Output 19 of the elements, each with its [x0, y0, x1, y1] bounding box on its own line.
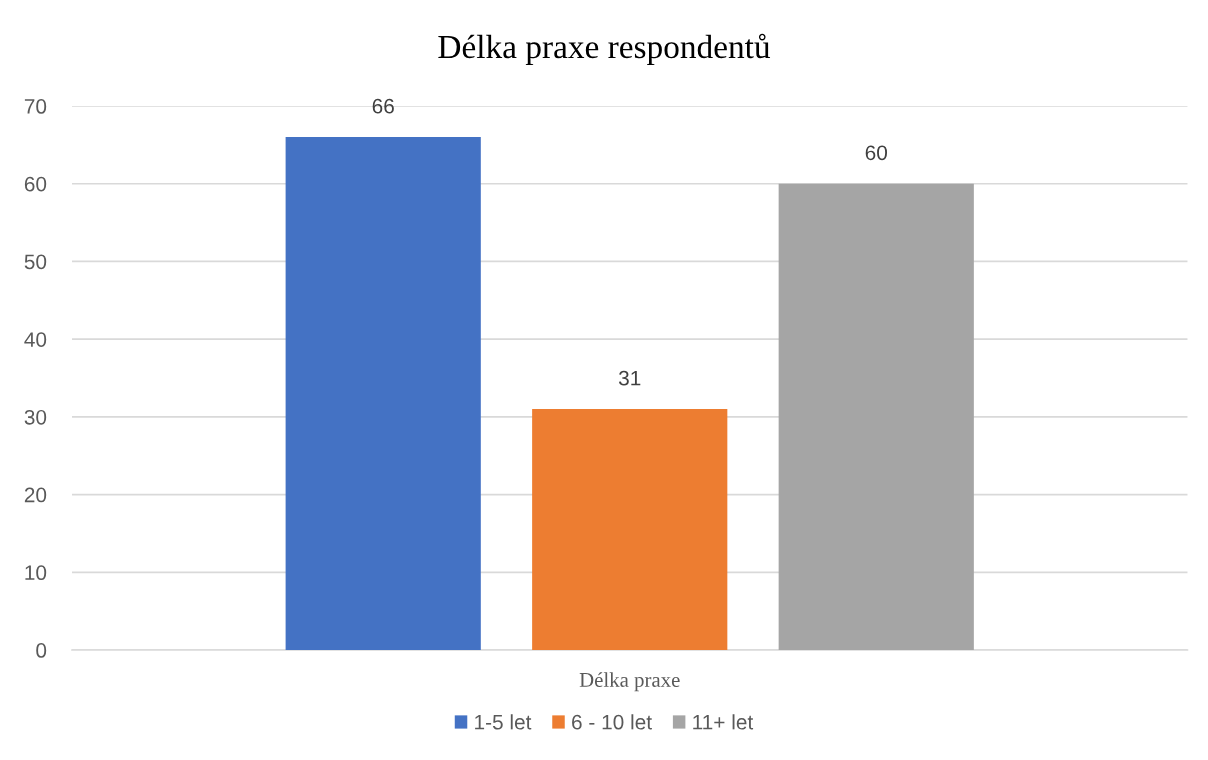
y-tick-label: 30 — [24, 409, 47, 425]
legend-label: 1-5 let — [475, 714, 532, 730]
legend-label: 11+ let — [693, 714, 754, 730]
chart-title: Délka praxe respondentů — [438, 33, 771, 66]
y-tick-label: 70 — [24, 99, 47, 114]
y-tick-label: 0 — [36, 643, 47, 658]
data-label: 66 — [372, 98, 394, 114]
bar — [532, 409, 728, 651]
y-tick-label: 20 — [24, 487, 47, 503]
y-tick-label: 50 — [24, 254, 47, 270]
y-tick-label: 60 — [24, 176, 47, 192]
y-tick-label: 10 — [25, 565, 47, 581]
data-label: 31 — [618, 370, 641, 386]
data-label: 60 — [865, 145, 888, 161]
legend-label: 6 - 10 let — [572, 714, 652, 730]
x-tick-label: Délka praxe — [579, 672, 680, 692]
bar — [285, 137, 481, 651]
bar — [778, 183, 974, 651]
y-tick-label: 40 — [24, 332, 47, 347]
